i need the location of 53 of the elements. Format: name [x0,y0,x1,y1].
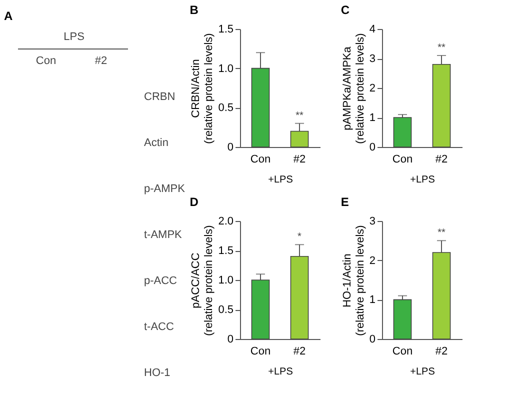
text: CRBN [144,91,176,103]
y-tick-label: 2 [369,254,376,267]
y-tick-label: 0.5 [218,102,234,114]
annotation: ** [438,42,446,54]
y-tick-label: 0 [227,142,234,154]
chart-title: C [340,3,350,17]
x-axis-title: +LPS [268,366,294,378]
x-tick-label: #2 [293,154,306,166]
y-tick-label: 0.5 [218,304,234,316]
annotation: * [298,232,302,243]
text: Con [36,55,56,67]
y-axis-title: pACC/ACC (relative protein levels) [190,225,216,336]
x-axis-title: +LPS [410,366,436,378]
y-tick-label: 4 [369,24,376,36]
text: t-AMPK [144,229,183,241]
text: p-ACC [144,275,178,287]
y-tick-label: 3 [369,53,376,65]
y-tick-label: 2.0 [218,216,234,228]
y-axis-title: pAMPKa/AMPKa (relative protein levels) [341,33,366,144]
chart-title: B [190,3,199,17]
x-tick-label: Con [250,346,271,358]
text: p-AMPK [144,183,186,195]
x-tick-label: Con [392,346,413,358]
text: A [4,9,13,23]
text: LPS [64,31,84,43]
y-tick-label: 3 [369,216,376,228]
chart-title: E [340,195,349,209]
x-tick-label: #2 [293,346,306,358]
y-tick-label: 1 [369,294,376,306]
x-tick-label: Con [392,154,413,166]
x-axis-title: +LPS [410,174,436,186]
chart-title: D [190,195,199,209]
x-tick-label: #2 [435,154,448,166]
y-tick-label: 1 [369,112,376,124]
y-tick-label: 2 [369,82,376,94]
annotation: ** [296,110,304,122]
text: Actin [144,137,168,149]
y-tick-label: 1.5 [218,24,234,36]
x-tick-label: #2 [435,346,448,358]
text: #2 [94,55,108,67]
y-tick-label: 1.0 [218,274,234,286]
y-tick-label: 1.0 [218,62,234,75]
y-axis-title: CRBN/Actin (relative protein levels) [190,33,216,144]
y-axis-title: HO-1/Actin (relative protein levels) [341,225,366,336]
x-axis-title: +LPS [268,174,294,186]
y-tick-label: 0 [369,142,376,154]
y-tick-label: 1.5 [218,245,234,257]
y-tick-label: 0 [369,334,376,346]
text: t-ACC [144,321,174,333]
annotation: ** [438,228,446,239]
text: HO-1 [144,367,170,379]
x-tick-label: Con [250,154,271,166]
y-tick-label: 0 [227,334,234,346]
